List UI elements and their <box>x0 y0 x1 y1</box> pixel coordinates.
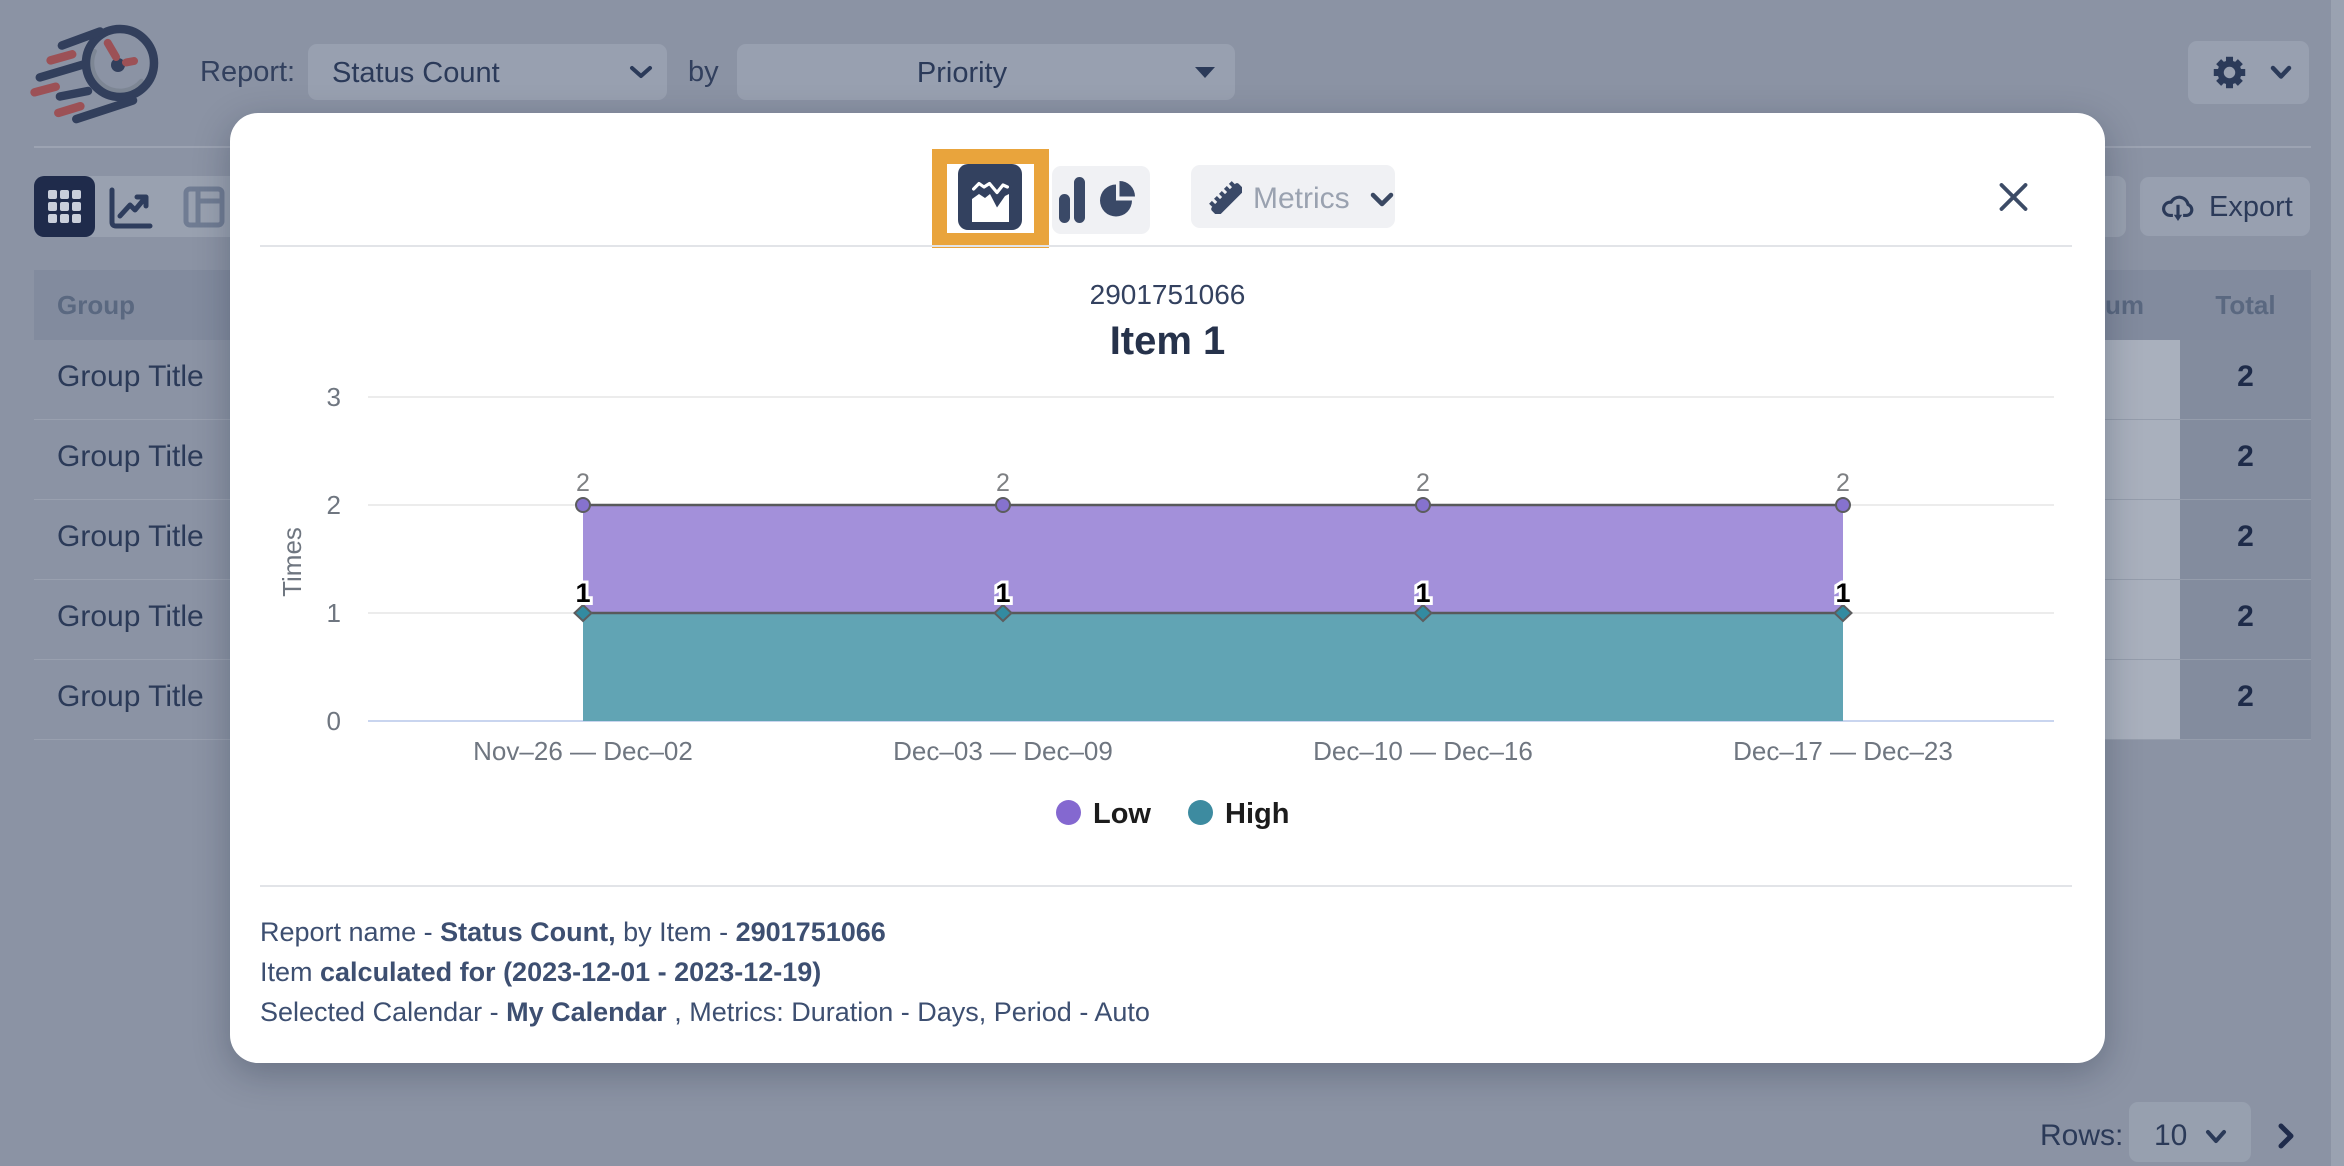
svg-text:Nov–26 — Dec–02: Nov–26 — Dec–02 <box>473 736 693 766</box>
svg-text:2: 2 <box>327 490 341 520</box>
svg-text:1: 1 <box>575 578 590 608</box>
svg-text:Times: Times <box>277 527 307 597</box>
svg-text:3: 3 <box>327 382 341 412</box>
svg-text:2: 2 <box>996 469 1010 497</box>
svg-text:0: 0 <box>327 706 341 736</box>
svg-text:2: 2 <box>1836 469 1850 497</box>
svg-text:1: 1 <box>995 578 1010 608</box>
svg-text:2: 2 <box>1416 469 1430 497</box>
svg-text:Dec–17 — Dec–23: Dec–17 — Dec–23 <box>1733 736 1953 766</box>
svg-text:Dec–10 — Dec–16: Dec–10 — Dec–16 <box>1313 736 1533 766</box>
svg-text:2: 2 <box>576 469 590 497</box>
svg-text:Dec–03 — Dec–09: Dec–03 — Dec–09 <box>893 736 1113 766</box>
svg-text:1: 1 <box>327 598 341 628</box>
svg-text:1: 1 <box>1835 578 1850 608</box>
svg-text:1: 1 <box>1415 578 1430 608</box>
